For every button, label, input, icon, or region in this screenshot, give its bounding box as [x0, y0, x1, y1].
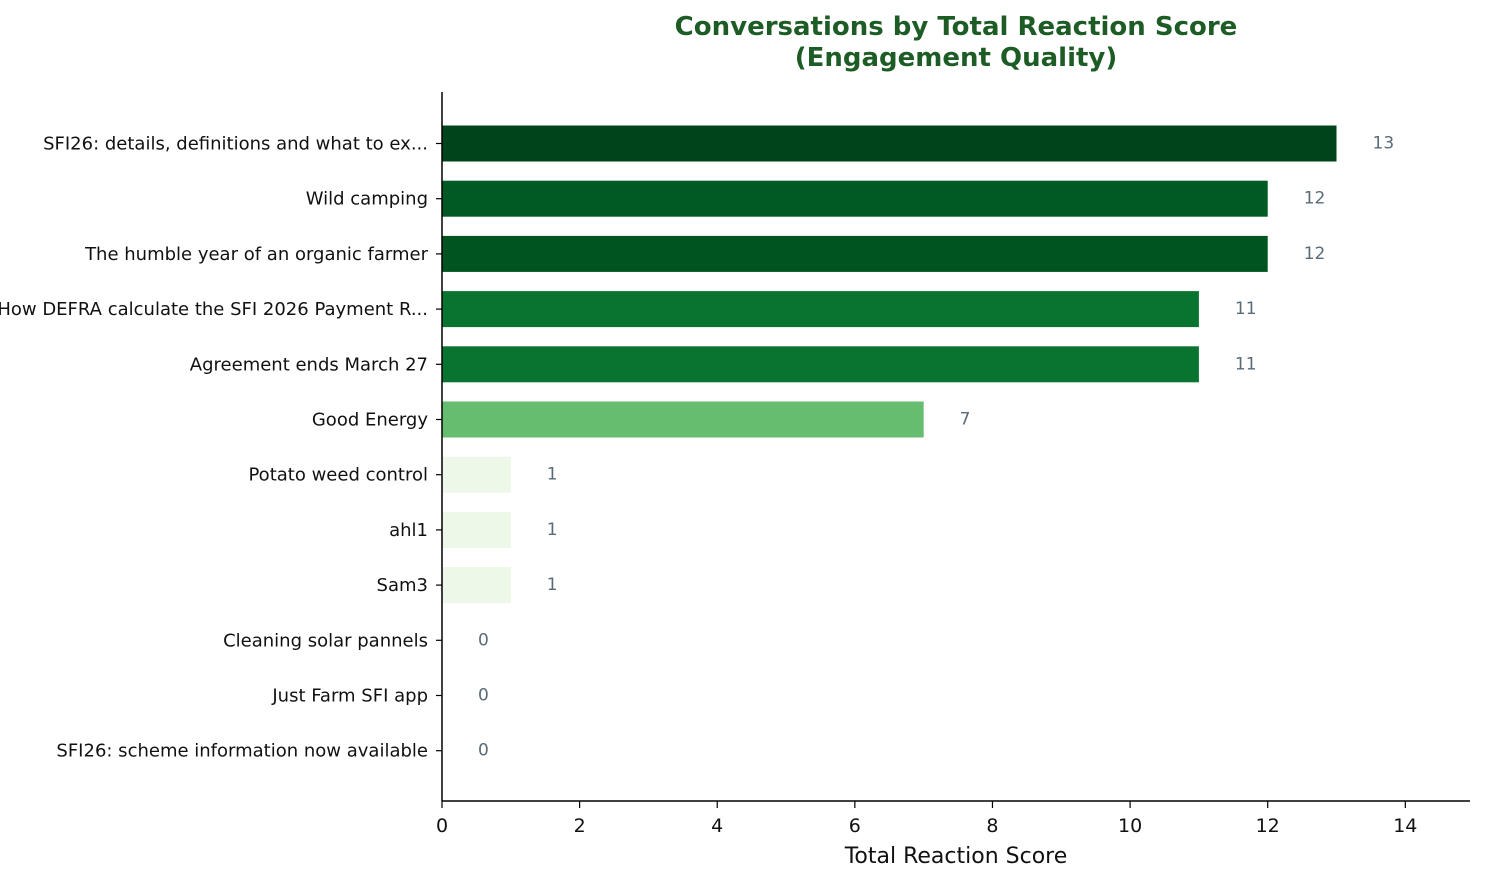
chart-title-line: (Engagement Quality) [795, 43, 1118, 73]
bars-group [442, 125, 1337, 604]
category-label: Agreement ends March 27 [190, 354, 428, 375]
category-labels-group: SFI26: details, definitions and what to … [0, 134, 442, 762]
x-tick-label: 14 [1393, 815, 1417, 837]
bar [442, 291, 1199, 328]
category-label: Wild camping [306, 189, 428, 210]
x-tick-label: 6 [849, 815, 861, 837]
value-label: 0 [478, 686, 489, 706]
category-label: SFI26: scheme information now available [56, 741, 428, 762]
bar [442, 456, 511, 493]
chart-title-line: Conversations by Total Reaction Score [675, 12, 1238, 42]
value-label: 0 [478, 630, 489, 650]
x-axis: 0 2 4 6 8 10 12 14 [436, 800, 1470, 837]
x-tick-label: 10 [1118, 815, 1142, 837]
bar [442, 346, 1199, 383]
value-label: 1 [547, 465, 558, 485]
value-label: 12 [1304, 244, 1326, 264]
x-tick-label: 2 [574, 815, 586, 837]
category-label: Good Energy [312, 410, 428, 431]
bar [442, 567, 511, 604]
bar [442, 180, 1268, 217]
value-label: 1 [547, 520, 558, 540]
category-label: The humble year of an organic farmer [84, 244, 429, 265]
category-label: SFI26: details, definitions and what to … [43, 134, 428, 155]
value-label: 11 [1235, 354, 1257, 374]
chart-title: Conversations by Total Reaction Score (En… [675, 12, 1238, 73]
bar [442, 125, 1337, 162]
value-label: 1 [547, 575, 558, 595]
bar [442, 401, 924, 438]
value-label: 0 [478, 741, 489, 761]
x-tick-label: 4 [711, 815, 723, 837]
value-label: 13 [1373, 134, 1395, 154]
x-tick-label: 0 [436, 815, 448, 837]
value-label: 7 [960, 410, 971, 430]
value-label: 11 [1235, 299, 1257, 319]
value-label: 12 [1304, 189, 1326, 209]
bar [442, 511, 511, 548]
x-tick-label: 12 [1256, 815, 1280, 837]
x-tick-label: 8 [986, 815, 998, 837]
category-label: Just Farm SFI app [271, 686, 428, 707]
category-label: How DEFRA calculate the SFI 2026 Payment… [0, 299, 428, 320]
category-label: Cleaning solar pannels [223, 630, 428, 651]
bar [442, 235, 1268, 272]
category-label: ahl1 [389, 520, 428, 541]
category-label: Sam3 [377, 575, 428, 596]
x-axis-title: Total Reaction Score [844, 844, 1068, 869]
category-label: Potato weed control [248, 465, 428, 486]
